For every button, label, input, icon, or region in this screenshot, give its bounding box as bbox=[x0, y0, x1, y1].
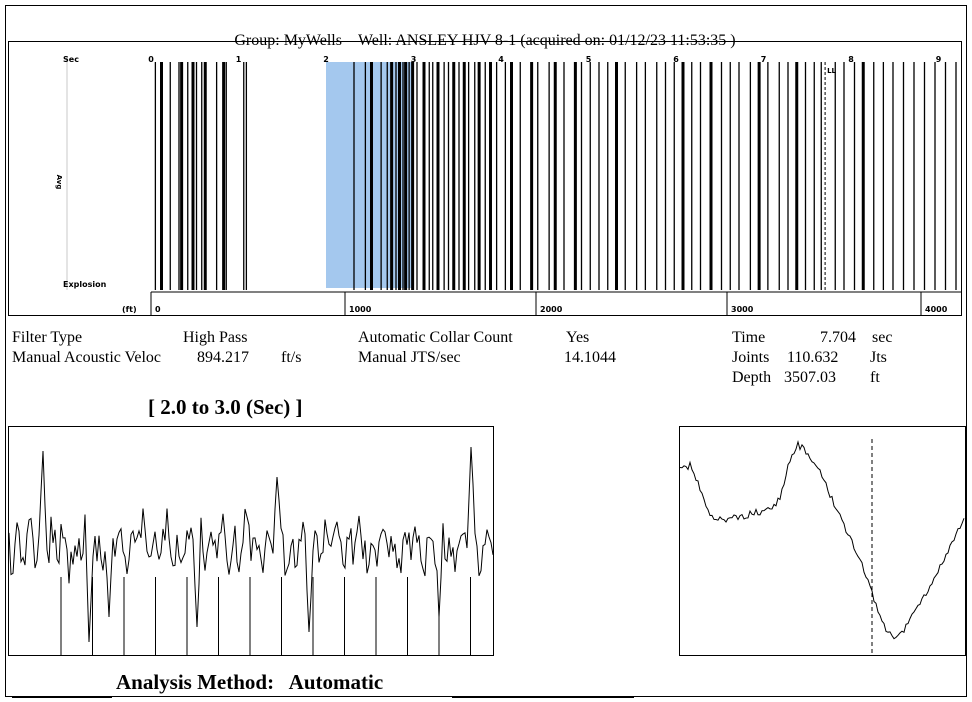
analysis-rule-right bbox=[452, 697, 634, 698]
joints-label: Joints bbox=[732, 349, 770, 366]
time-axis-label: Sec bbox=[63, 55, 79, 64]
main-frame bbox=[5, 5, 967, 697]
velocity-unit: ft/s bbox=[281, 349, 302, 366]
jts-label: Manual JTS/sec bbox=[358, 349, 461, 366]
analysis-method-text: Analysis Method: Automatic bbox=[116, 670, 384, 694]
time-tick-8: 8 bbox=[848, 55, 854, 64]
analysis-method: Analysis Method: Automatic bbox=[12, 670, 962, 700]
detail-trace-panel[interactable] bbox=[679, 426, 966, 656]
time-tick-0: 0 bbox=[148, 55, 154, 64]
report-header: Group: MyWells Well: ANSLEY HJV 8-1 (acqu… bbox=[0, 14, 962, 50]
selection-range-text: [ 2.0 to 3.0 (Sec) ] bbox=[148, 395, 303, 419]
well-label: Well: ANSLEY HJV 8-1 (acquired on: 01/12… bbox=[357, 32, 736, 49]
joints-value: 110.632 bbox=[787, 349, 839, 366]
acoustic-trace-chart[interactable]: 0 1 2 3 4 5 6 7 8 9 Sec Avg Explosion LL (ft) 0 1000 2000… bbox=[9, 42, 961, 315]
depth-tick-2000: 2000 bbox=[540, 305, 563, 314]
depth-tick-4000: 4000 bbox=[925, 305, 948, 314]
collar-count-label: Automatic Collar Count bbox=[358, 329, 513, 346]
time-unit: sec bbox=[872, 329, 893, 346]
detail-waveform bbox=[679, 439, 965, 640]
acoustic-trace-panel[interactable]: 0 1 2 3 4 5 6 7 8 9 Sec Avg Explosion LL (ft) 0 1000 2000… bbox=[8, 41, 962, 316]
depth-tick-1000: 1000 bbox=[349, 305, 372, 314]
filter-type-label: Filter Type bbox=[12, 329, 83, 346]
time-tick-7: 7 bbox=[761, 55, 767, 64]
time-tick-1: 1 bbox=[236, 55, 242, 64]
zoom-trace-panel[interactable] bbox=[8, 426, 494, 656]
time-value: 7.704 bbox=[820, 329, 856, 346]
cursor-marker-label: LL bbox=[827, 67, 836, 75]
depth-tick-3000: 3000 bbox=[731, 305, 754, 314]
time-tick-5: 5 bbox=[586, 55, 592, 64]
zoom-trace-chart[interactable] bbox=[8, 427, 494, 655]
velocity-value: 894.217 bbox=[197, 349, 249, 366]
side-label: Avg bbox=[55, 175, 63, 190]
time-label: Time bbox=[732, 329, 766, 346]
depth-label: Depth bbox=[732, 369, 772, 386]
zoom-waveform bbox=[8, 446, 494, 643]
depth-axis-label: (ft) bbox=[122, 305, 137, 314]
group-label: Group: MyWells bbox=[234, 32, 342, 49]
time-tick-9: 9 bbox=[936, 55, 942, 64]
time-tick-3: 3 bbox=[411, 55, 417, 64]
depth-value: 3507.03 bbox=[784, 369, 836, 386]
detail-trace-chart[interactable] bbox=[679, 427, 965, 655]
bottom-left-label: Explosion bbox=[63, 280, 107, 289]
time-tick-2: 2 bbox=[323, 55, 329, 64]
velocity-label: Manual Acoustic Veloc bbox=[12, 349, 162, 366]
joints-unit: Jts bbox=[870, 349, 887, 366]
selection-title: [ 2.0 to 3.0 (Sec) ] bbox=[8, 395, 494, 427]
jts-value: 14.1044 bbox=[564, 349, 616, 366]
depth-unit: ft bbox=[870, 369, 880, 386]
time-tick-6: 6 bbox=[673, 55, 679, 64]
depth-tick-0: 0 bbox=[155, 305, 161, 314]
time-tick-4: 4 bbox=[498, 55, 504, 64]
analysis-rule-left bbox=[12, 697, 112, 698]
collar-count-value: Yes bbox=[566, 329, 590, 346]
filter-type-value: High Pass bbox=[183, 329, 248, 346]
